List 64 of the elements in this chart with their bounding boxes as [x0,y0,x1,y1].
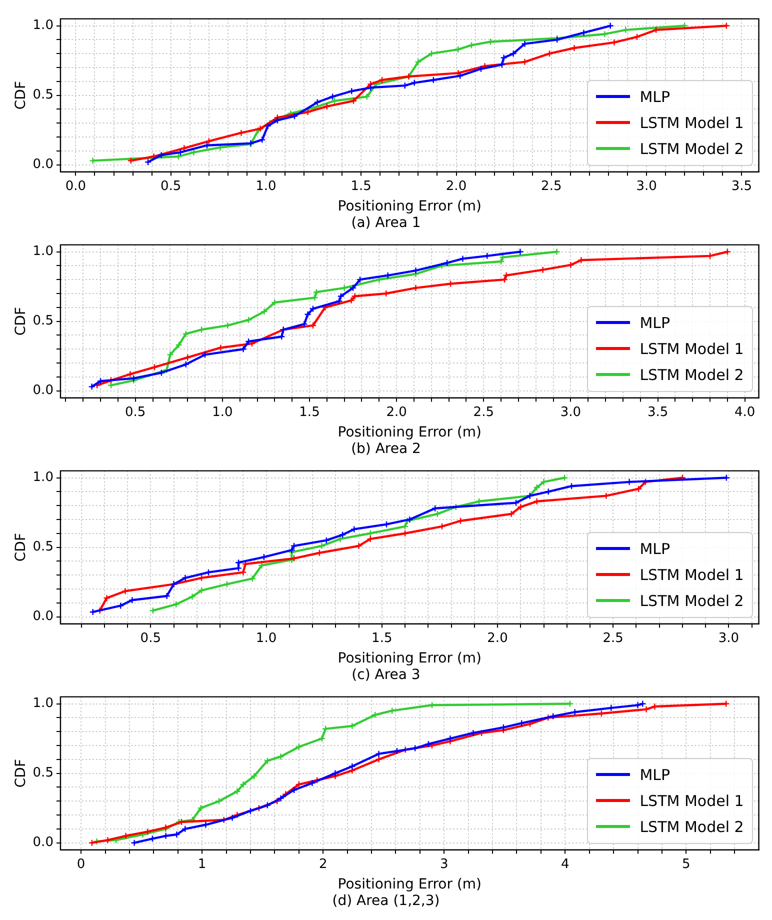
x-tick-label: 2 [318,856,328,872]
legend-label: LSTM Model 1 [640,114,744,132]
y-axis-title: CDF [13,80,30,110]
x-tick-label: 2.0 [487,630,508,646]
legend-label: LSTM Model 1 [640,792,744,810]
x-axis-title: Positioning Error (m) [338,424,482,440]
text: (a) Area 1 [351,215,421,232]
x-tick-label: 1.0 [256,630,277,646]
x-tick-label: 3.5 [647,404,668,420]
y-tick-label: 0.0 [32,383,54,398]
y-tick-label: 0.0 [32,609,54,624]
x-tick-label: 2.5 [602,630,624,646]
x-tick-label: 3.0 [636,178,657,194]
legend-label: LSTM Model 2 [640,366,744,384]
y-tick-label: 0.0 [32,157,54,172]
text: (b) Area 2 [351,441,421,458]
x-tick-label: 1.5 [350,178,372,194]
x-tick-label: 2.5 [541,178,562,194]
x-tick-label: 0.5 [160,178,182,194]
x-tick-label: 3.0 [718,630,740,646]
y-tick-label: 1.0 [32,244,54,260]
x-tick-label: 3 [440,856,448,872]
x-tick-label: 0.0 [65,178,86,194]
x-tick-label: 3.5 [731,178,752,194]
y-axis-title: CDF [13,306,30,336]
x-tick-label: 4 [561,856,570,872]
x-tick-label: 0.5 [125,404,146,420]
x-tick-label: 0.5 [140,630,161,646]
legend-label: LSTM Model 1 [640,566,744,584]
y-tick-label: 0.5 [32,540,54,555]
legend-label: MLP [640,766,670,784]
x-tick-label: 1 [198,856,206,872]
x-tick-label: 4.0 [734,404,756,420]
y-tick-label: 0.5 [32,314,54,329]
x-tick-label: 3.0 [560,404,582,420]
legend-label: MLP [640,88,670,106]
y-tick-label: 1.0 [32,470,54,486]
y-tick-label: 0.5 [32,88,54,103]
x-tick-label: 2.0 [386,404,407,420]
x-axis-title: Positioning Error (m) [338,876,482,892]
y-tick-label: 0.5 [32,766,54,781]
legend-label: MLP [640,314,670,332]
y-tick-label: 1.0 [32,18,54,34]
legend-label: LSTM Model 1 [640,340,744,358]
y-tick-label: 1.0 [32,696,54,712]
x-tick-label: 2.0 [446,178,467,194]
y-tick-label: 0.0 [32,835,54,850]
legend-label: LSTM Model 2 [640,140,744,158]
x-tick-label: 1.0 [212,404,233,420]
legend-label: LSTM Model 2 [640,592,744,610]
text: (d) Area (1,2,3) [332,893,440,910]
y-axis-title: CDF [13,532,30,562]
x-axis-title: Positioning Error (m) [338,198,482,214]
x-tick-label: 0 [76,856,86,872]
text: (c) Area 3 [352,667,420,684]
x-tick-label: 5 [682,856,690,872]
x-axis-title: Positioning Error (m) [338,650,482,666]
legend-label: LSTM Model 2 [640,818,744,836]
x-tick-label: 1.5 [299,404,320,420]
y-axis-title: CDF [13,758,30,788]
x-tick-label: 1.0 [256,178,276,194]
x-tick-label: 2.5 [473,404,494,420]
legend-label: MLP [640,540,670,558]
x-tick-label: 1.5 [372,630,392,646]
